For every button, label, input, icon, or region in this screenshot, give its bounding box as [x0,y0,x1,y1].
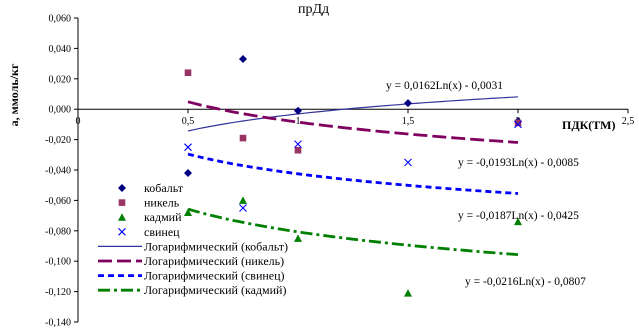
chart-axes: 0,060 0,040 0,020 0,000 -0,020 -0,040 -0,060 -0… [45,14,634,329]
legend-label: кадмий [144,210,182,224]
data-point-свинец [239,204,247,212]
data-point-свинец [404,158,412,167]
x-tick-label: 2,5 [622,116,635,127]
x-tick-label: 1,5 [402,116,415,127]
data-point-никель [184,69,192,77]
data-point-никель [239,134,247,142]
trendline-equation: y = 0,0162Ln(x) - 0,0031 [386,80,503,92]
y-tick-label: -0,020 [45,135,71,146]
trendline-equation: y = -0,0193Ln(x) - 0,0085 [458,157,579,169]
data-point-свинец [294,140,302,149]
data-point-свинец [514,120,522,129]
y-tick-label: -0,120 [45,287,71,298]
data-point-кадмий [239,196,247,204]
legend-label: Логарифмический (кадмий) [144,283,286,297]
data-point-кобальт [184,169,192,178]
chart-marks [184,55,522,297]
y-tick-label: 0,020 [49,74,72,85]
legend-marker-свинец [118,227,126,236]
data-point-кадмий [184,208,192,217]
legend-marker-кобальт [118,184,126,192]
trendline-equation: y = -0,0216Ln(x) - 0,0807 [465,276,586,288]
data-point-никель [294,146,302,154]
trendline-0 [187,96,519,132]
legend-marker-кадмий [118,213,126,221]
y-tick-label: 0,000 [49,105,72,116]
legend-label: Логарифмический (никель) [144,254,284,268]
y-axis-title: a, ммоль/кг [7,63,21,126]
y-tick-label: -0,040 [45,166,71,177]
trendline-1 [187,100,519,144]
data-point-никель [514,119,522,127]
data-point-кадмий [404,289,412,297]
trendline-3 [187,207,519,256]
chart-trendlines [187,96,519,256]
y-tick-label: 0,040 [49,44,72,55]
x-axis-title: ПДК(ТМ) [562,118,615,132]
y-tick-label: -0,100 [45,257,71,268]
legend-label: никель [144,196,180,210]
data-point-кобальт [404,99,412,108]
y-tick-label: -0,060 [45,196,71,207]
legend-label: Логарифмический (кобальт) [144,239,288,253]
y-tick-label: 0,060 [49,14,72,25]
y-tick-label: -0,140 [45,318,71,329]
chart-labels: прДд ПДК(ТМ) a, ммоль/кг y = 0,0162Ln(x) - … [7,2,615,288]
legend-label: кобальт [144,181,184,195]
y-tick-label: -0,080 [45,226,71,237]
legend-marker-никель [118,199,126,206]
trendline-equation: y = -0,0187Ln(x) - 0,0425 [458,210,579,222]
x-tick-label: 0 [76,116,81,127]
x-tick-label: 1 [296,116,301,127]
data-point-кадмий [294,234,302,242]
legend-label: Логарифмический (свинец) [144,269,285,283]
chart-legend: кобальтникелькадмийсвинецЛогарифмический… [98,181,288,297]
chart-title: прДд [298,2,329,17]
data-point-кадмий [514,217,522,226]
data-point-кобальт [239,55,247,64]
data-point-кобальт [294,106,302,115]
legend-label: свинец [144,225,180,239]
data-point-свинец [184,143,192,152]
x-tick-label: 0,5 [182,116,195,127]
